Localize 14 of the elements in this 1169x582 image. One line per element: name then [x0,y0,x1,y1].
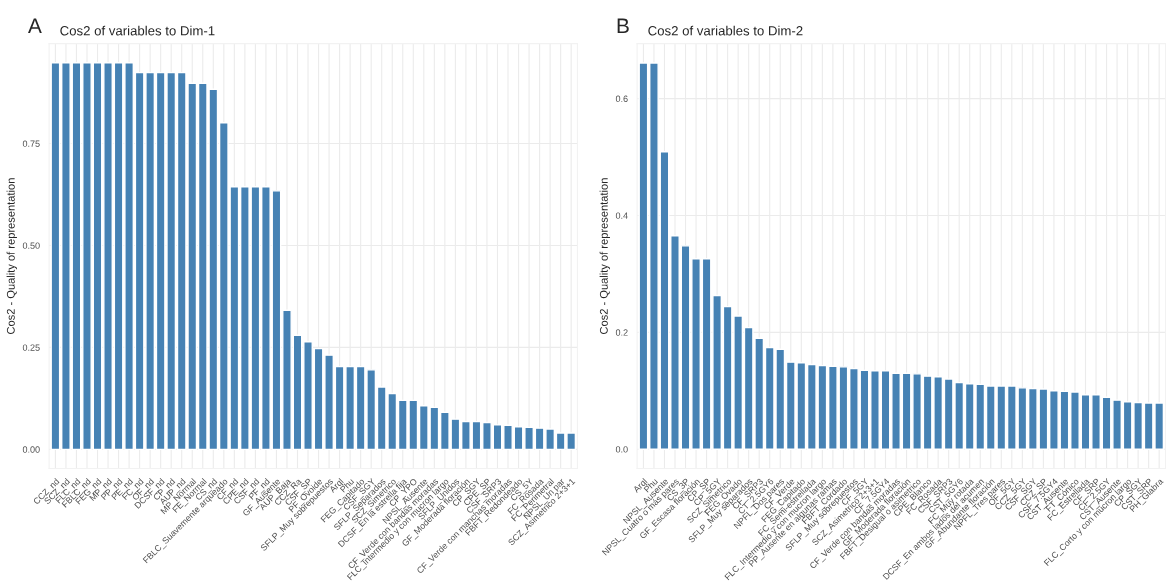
text: A [28,18,42,33]
y-tick-label: 0.75 [22,140,40,147]
y-tick-label: 0.4 [615,212,628,219]
y-tick-label: 0.0 [615,446,628,453]
y-tick-label: 0.25 [22,344,40,351]
y-tick-label: 0.00 [22,446,40,453]
y-tick-label: 0.6 [615,95,628,102]
text: B [617,18,629,33]
y-tick-label: 0.2 [615,329,628,336]
y-axis-title: Cos2 - Quality of representation [599,178,610,334]
y-axis-title: Cos2 - Quality of representation [6,178,17,334]
y-tick-label: 0.50 [22,242,40,249]
chart-title: Cos2 of variables to Dim-2 [648,25,803,36]
chart-title: Cos2 of variables to Dim-1 [60,25,215,36]
